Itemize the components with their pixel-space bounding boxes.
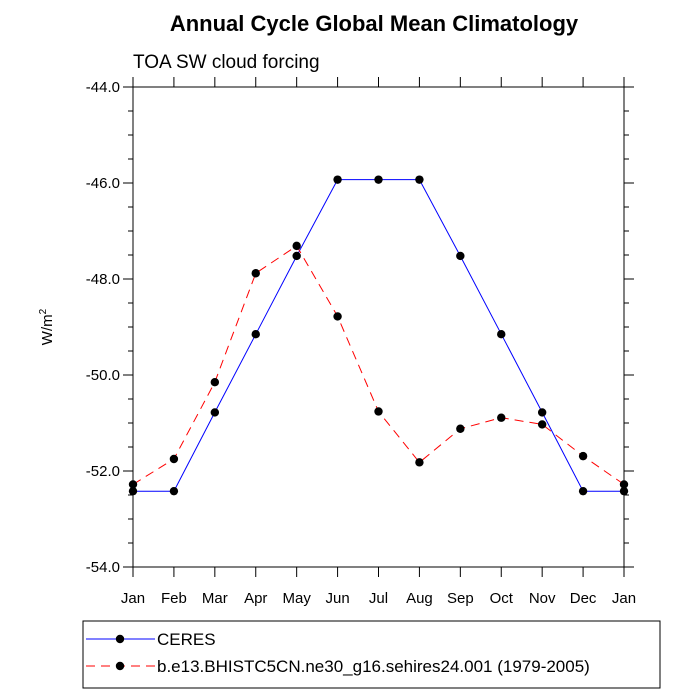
y-tick-label: -52.0 [86,463,120,480]
legend-marker-1 [115,661,125,671]
y-tick-label: -54.0 [86,559,120,576]
y-axis: -54.0 -52.0 -50.0 -48.0 -46.0 -44.0 [86,79,634,576]
y-tick-label: -50.0 [86,367,120,384]
data-point [128,486,138,496]
x-tick-label: May [282,590,311,607]
x-axis: Jan Feb Mar Apr May Jun Jul Aug Sep Oct Nov Dec Jan [121,77,636,607]
x-tick-label: Apr [244,590,267,607]
x-tick-label: Jun [325,590,349,607]
data-point [333,312,342,321]
legend-marker-0 [115,634,125,644]
data-point [210,378,220,387]
data-point [292,251,301,261]
data-point [619,486,629,496]
x-tick-label: Sep [447,590,474,607]
data-point [128,480,138,489]
data-point [169,486,179,496]
chart-subtitle: TOA SW cloud forcing [133,52,320,73]
data-point [292,241,301,251]
x-tick-label: Jan [612,590,636,607]
y-tick-label: -46.0 [86,175,120,192]
data-point [619,480,629,489]
data-point [210,408,220,417]
plot-frame [132,86,625,568]
data-point [251,269,260,278]
data-point [374,407,383,416]
y-axis-label-base: W/m [39,314,56,345]
data-point [415,458,424,467]
x-tick-label: Jan [121,590,145,607]
legend-label-1: b.e13.BHISTC5CN.ne30_g16.sehires24.001 (… [157,657,590,676]
data-point [333,175,342,184]
data-point [578,451,588,461]
x-tick-label: Dec [570,590,597,607]
data-point [537,408,547,417]
y-axis-label-sup: 2 [38,308,49,314]
legend-box [82,620,661,689]
data-point [415,175,424,184]
y-tick-label: -44.0 [86,79,120,96]
data-point [537,420,547,429]
y-axis-label: W/m2 [38,308,56,345]
series-line-1 [132,245,625,485]
data-point [497,330,506,339]
series-layer [128,175,629,496]
legend: CERES b.e13.BHISTC5CN.ne30_g16.sehires24.… [86,630,590,676]
data-point [456,251,465,261]
chart-title: Annual Cycle Global Mean Climatology [170,11,579,36]
x-tick-label: Jul [369,590,388,607]
data-point [456,424,465,433]
data-point [374,175,383,184]
x-tick-label: Feb [161,590,187,607]
x-tick-label: Nov [529,590,556,607]
x-tick-label: Mar [202,590,228,607]
data-point [497,413,506,422]
series-line-0 [133,179,624,492]
legend-label-0: CERES [157,630,216,649]
x-tick-label: Oct [490,590,514,607]
data-point [169,454,179,464]
data-point [578,486,588,496]
y-tick-label: -48.0 [86,271,120,288]
data-point [251,330,260,339]
x-tick-label: Aug [406,590,433,607]
